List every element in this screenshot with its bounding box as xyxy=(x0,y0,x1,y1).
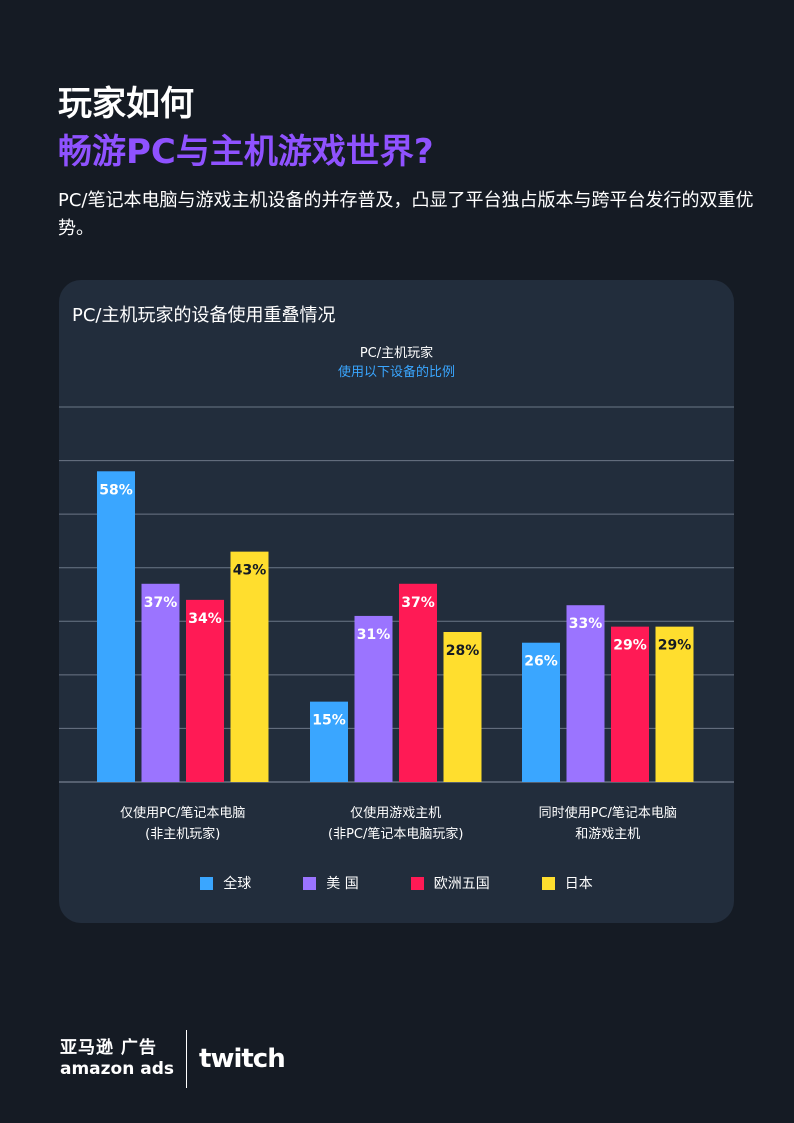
bar-3-2 xyxy=(566,605,605,782)
category-label: 同时使用PC/笔记本电脑 xyxy=(539,805,677,821)
bar-2-1 xyxy=(310,701,348,782)
page-title-line1: 玩家如何 xyxy=(58,84,194,124)
legend-item: 美 国 xyxy=(303,873,359,893)
chart-subheader: PC/主机玩家 xyxy=(359,346,434,361)
legend-swatch xyxy=(541,876,555,890)
category-label: (非PC/笔记本电脑玩家) xyxy=(328,826,463,842)
legend-swatch xyxy=(200,876,214,890)
bar-1-4 xyxy=(230,551,269,782)
bar-value-label: 31% xyxy=(357,627,391,643)
bar-value-label: 43% xyxy=(233,563,267,579)
bar-value-label: 15% xyxy=(312,713,346,729)
bar-value-label: 37% xyxy=(401,595,435,611)
legend-item: 日本 xyxy=(541,873,593,893)
bar-1-2 xyxy=(141,583,180,782)
chart-subheader-block: PC/主机玩家 使用以下设备的比例 xyxy=(59,344,734,382)
chart-legend: 全球 美 国 欧洲五国 日本 xyxy=(59,873,734,893)
bar-1-1 xyxy=(97,471,135,782)
footer-logos: 亚马逊 广告 amazon ads twitch xyxy=(60,1030,286,1088)
chart-title: PC/主机玩家的设备使用重叠情况 xyxy=(72,305,336,326)
intro-text: PC/笔记本电脑与游戏主机设备的并存普及，凸显了平台独占版本与跨平台发行的双重优… xyxy=(58,190,754,239)
bar-2-2 xyxy=(354,615,393,782)
bar-value-label: 33% xyxy=(569,616,603,632)
category-label: 和游戏主机 xyxy=(575,827,640,842)
legend-item: 全球 xyxy=(200,873,251,893)
bar-2-3 xyxy=(399,583,437,782)
twitch-logo: twitch xyxy=(199,1044,286,1074)
bar-chart: 58% 37% 34% 43% 仅使用PC/笔记本电脑 (非主机玩家) 15% 31% 37% 2… xyxy=(59,406,734,842)
page-title-line2: 畅游PC与主机游戏世界? xyxy=(58,132,434,172)
bar-value-label: 26% xyxy=(524,654,558,670)
category-label: 仅使用PC/笔记本电脑 xyxy=(120,805,245,821)
legend-label: 日本 xyxy=(564,876,593,892)
bar-1-3 xyxy=(186,599,224,782)
bar-value-label: 58% xyxy=(99,482,133,498)
category-label: (非主机玩家) xyxy=(145,826,220,842)
logo-divider xyxy=(186,1030,188,1088)
bar-value-label: 29% xyxy=(613,638,647,654)
legend-swatch xyxy=(303,876,317,890)
legend-item: 欧洲五国 xyxy=(410,873,490,893)
legend-label: 欧洲五国 xyxy=(433,876,490,892)
bar-value-label: 28% xyxy=(446,643,480,659)
bar-3-1 xyxy=(522,642,560,782)
amazon-ads-logo: 亚马逊 广告 amazon ads xyxy=(60,1038,175,1079)
legend-label: 全球 xyxy=(223,876,252,892)
bar-value-label: 34% xyxy=(188,611,222,627)
bar-3-4 xyxy=(655,626,694,782)
legend-label: 美 国 xyxy=(326,876,359,892)
bar-value-label: 29% xyxy=(658,638,692,654)
chart-card: PC/主机玩家的设备使用重叠情况 PC/主机玩家 使用以下设备的比例 58% 37… xyxy=(59,280,734,923)
bar-2-4 xyxy=(443,632,482,782)
legend-swatch xyxy=(410,876,424,890)
bar-value-label: 37% xyxy=(144,595,178,611)
chart-subheader-note: 使用以下设备的比例 xyxy=(337,365,455,380)
category-label: 仅使用游戏主机 xyxy=(350,805,441,821)
bar-3-3 xyxy=(611,626,649,782)
